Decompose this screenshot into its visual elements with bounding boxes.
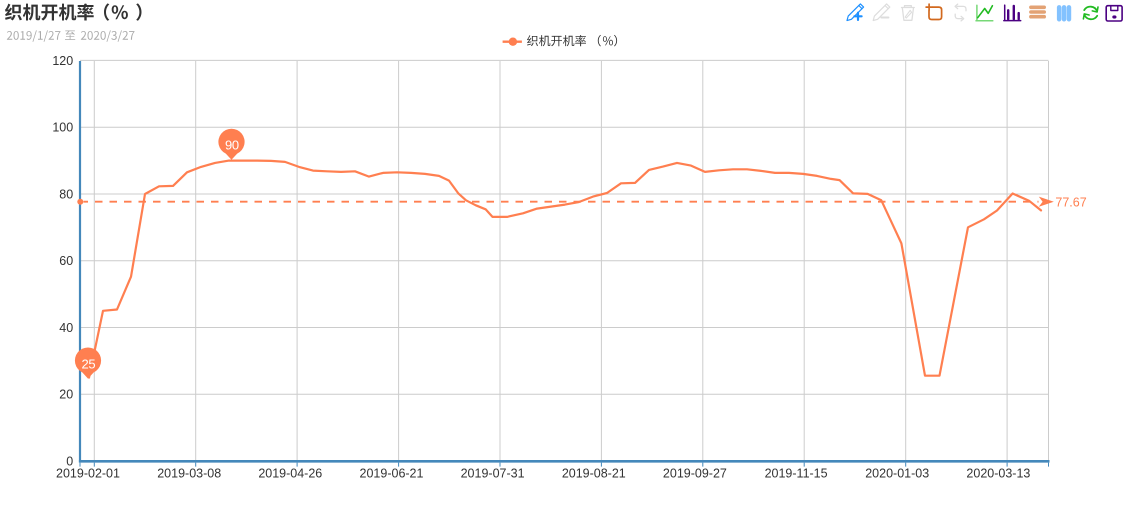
svg-text:40: 40 [59,321,73,335]
svg-text:120: 120 [52,54,73,68]
svg-text:2019-04-26: 2019-04-26 [258,466,322,480]
svg-text:2019-07-31: 2019-07-31 [461,466,525,480]
svg-text:90: 90 [225,138,239,153]
svg-text:20: 20 [59,388,73,402]
svg-text:80: 80 [59,188,73,202]
svg-text:77.67: 77.67 [1055,195,1086,209]
svg-text:2019-06-21: 2019-06-21 [360,466,424,480]
svg-text:2019-09-27: 2019-09-27 [663,466,727,480]
svg-text:2019-03-08: 2019-03-08 [157,466,221,480]
svg-text:60: 60 [59,254,73,268]
svg-text:100: 100 [52,121,73,135]
svg-text:2020-03-13: 2020-03-13 [966,466,1030,480]
svg-text:2020-01-03: 2020-01-03 [865,466,929,480]
svg-text:25: 25 [81,357,95,372]
svg-text:2019-11-15: 2019-11-15 [765,466,828,480]
svg-text:2019-08-21: 2019-08-21 [562,466,626,480]
svg-text:0: 0 [66,455,73,469]
svg-text:2019-02-01: 2019-02-01 [56,466,120,480]
